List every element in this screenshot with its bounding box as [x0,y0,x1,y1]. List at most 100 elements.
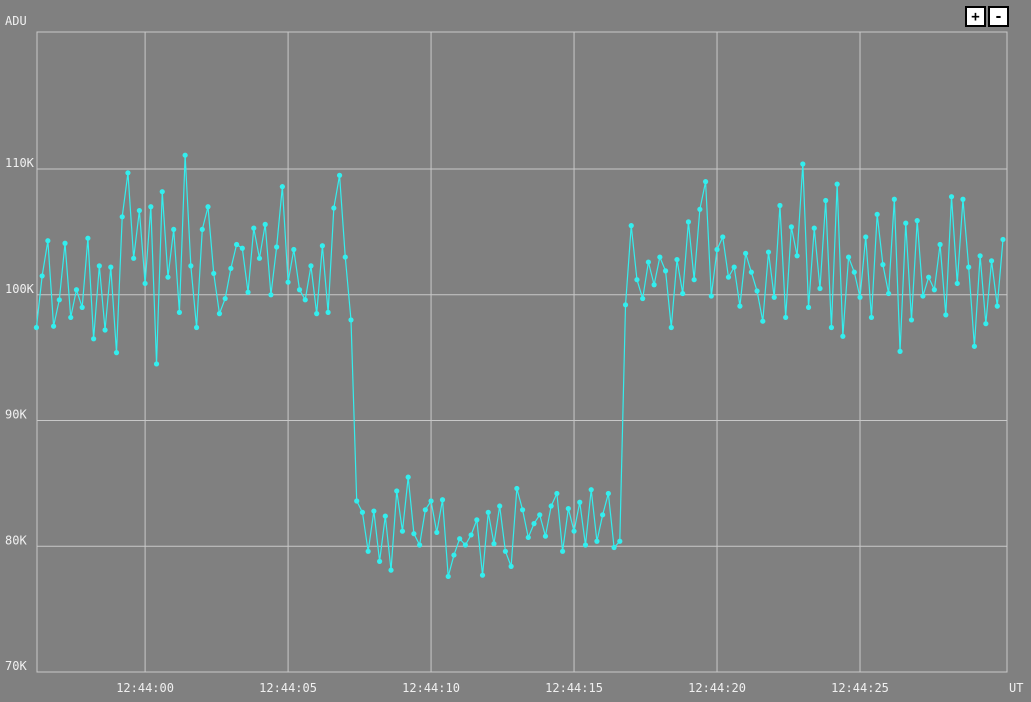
data-point [171,226,177,233]
data-point [125,170,131,176]
data-point [605,490,611,497]
data-point [948,194,955,200]
data-point [56,297,62,303]
data-point [428,498,434,504]
data-point [760,318,766,324]
data-point [216,311,223,317]
data-point [205,204,211,210]
data-point [382,513,388,519]
data-point [697,206,703,212]
data-point [108,264,114,270]
data-point [600,512,606,518]
data-point [279,184,285,190]
zoom-out-label[interactable]: - [994,9,1002,25]
zoom-in-button[interactable]: + [965,6,986,27]
data-point [588,487,594,493]
data-point [113,350,120,356]
data-point [857,294,863,300]
zoom-out-box[interactable] [988,6,1009,27]
data-point [1000,236,1006,243]
data-point [737,303,743,309]
data-point [491,541,497,547]
data-point [474,517,480,523]
data-point [914,218,920,224]
data-point [714,246,720,253]
data-point [211,270,217,277]
data-point [817,285,823,292]
data-point [988,258,995,264]
data-point [308,263,314,269]
data-point [977,253,983,259]
data-point [771,294,777,300]
data-point [45,238,51,244]
x-tick-label: 12:44:20 [688,681,746,695]
data-point [85,235,91,241]
data-point [296,287,303,293]
data-point [537,512,543,518]
data-point [874,211,880,217]
data-point [937,241,943,248]
data-point [457,536,463,542]
data-point [136,207,142,214]
data-point [365,548,371,554]
zoom-in-box[interactable] [965,6,986,27]
data-point [617,538,623,544]
data-point [582,542,589,548]
data-point [531,521,537,527]
data-point [39,273,45,279]
data-point [994,303,1000,309]
data-point [565,505,571,512]
y-axis-label: ADU [5,14,27,28]
x-axis-label: UT [1009,681,1023,695]
data-point [748,269,754,275]
data-point [897,348,903,354]
data-point [560,548,566,554]
data-point [851,269,857,275]
zoom-out-button[interactable]: - [988,6,1009,27]
data-point [645,259,651,265]
data-point [640,295,646,302]
data-point [188,263,194,269]
data-point [594,538,600,544]
data-point [628,223,634,229]
data-point [33,324,40,331]
data-point [422,507,428,513]
data-point [302,297,308,303]
data-point [411,531,417,537]
y-tick-label: 80K [5,533,27,547]
data-point [743,250,749,256]
data-point [68,314,74,321]
data-point [274,244,280,250]
data-point [908,317,915,323]
data-point [880,262,886,268]
data-point [731,264,737,270]
data-point [268,292,274,298]
data-point [234,241,240,248]
data-point [73,287,80,293]
data-point [508,563,514,569]
data-point [662,268,669,274]
zoom-in-label[interactable]: + [971,9,979,25]
data-point [359,509,366,515]
data-point [291,246,297,253]
data-point [325,309,331,315]
data-point [611,544,617,551]
data-point [468,532,474,538]
data-point [548,503,554,509]
data-point [262,221,268,227]
data-point [176,309,183,315]
data-point [657,254,663,260]
data-point [966,264,972,270]
data-point [222,295,228,302]
data-point [765,249,772,255]
data-point [96,263,102,269]
data-point [50,323,57,329]
data-point [903,220,909,226]
data-point [399,528,406,534]
data-point [926,274,932,280]
data-point [519,507,526,513]
data-point [805,304,812,310]
data-point [783,314,789,321]
